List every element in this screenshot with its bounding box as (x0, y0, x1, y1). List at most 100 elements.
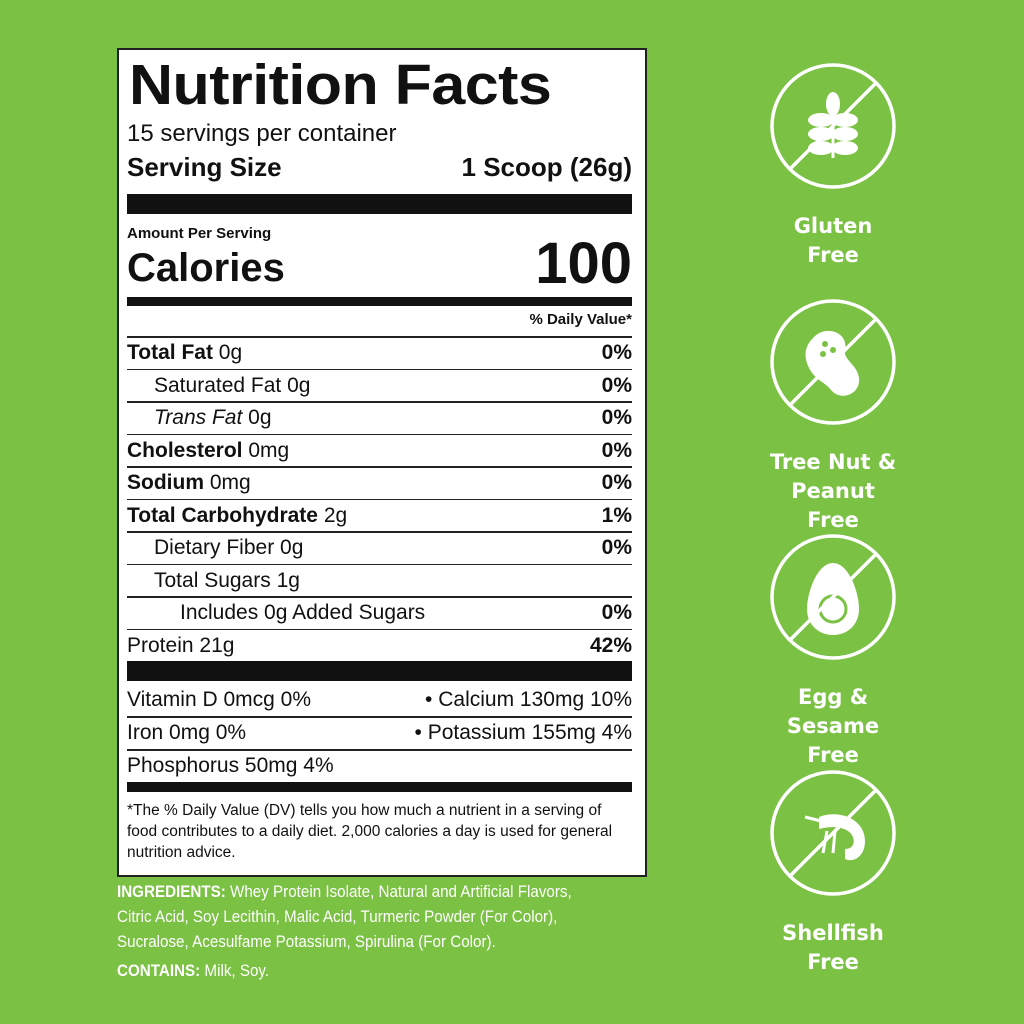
calories-value: 100 (535, 231, 632, 296)
nutrient-amount: 0g (287, 373, 311, 397)
nutrient-label: Trans Fat (154, 406, 243, 429)
thick-divider (127, 194, 632, 214)
nutrient-label: Dietary Fiber (154, 536, 275, 559)
nutrient-label: Sodium (127, 471, 204, 494)
nutrient-name: Dietary Fiber 0g (127, 536, 303, 560)
nutrient-daily-value: 0% (601, 406, 632, 429)
nutrient-label: Protein (127, 633, 194, 657)
nutrient-row: Saturated Fat 0g 0% (127, 370, 632, 402)
micronutrient-left: Phosphorus 50mg 4% (127, 754, 334, 777)
nutrient-amount: 0mg (209, 471, 251, 494)
badge-label-line: Tree Nut & (769, 450, 897, 474)
egg-icon (770, 534, 896, 660)
badge-label-line: Gluten (793, 214, 873, 238)
servings-per-container: 15 servings per container (127, 120, 397, 147)
shrimp-icon (770, 770, 896, 896)
micronutrient-left: Iron 0mg 0% (127, 721, 247, 744)
nutrition-facts-label: Nutrition Facts 15 servings per containe… (117, 48, 647, 877)
row-divider (127, 401, 632, 403)
micronutrient-row: Vitamin D 0mcg 0% • Calcium 130mg 10% (127, 684, 632, 716)
nutrient-daily-value: 1% (601, 503, 632, 527)
row-divider (127, 716, 632, 718)
row-divider (127, 563, 632, 565)
allergen-badge: Gluten Free (763, 62, 903, 270)
badge-label-line: Free (807, 950, 859, 974)
nutrient-name: Total Sugars 1g (127, 569, 300, 593)
allergen-badge: Shellfish Free (763, 769, 903, 977)
nutrient-daily-value: 0% (601, 601, 632, 624)
nutrient-row: Total Fat 0g 0% (127, 337, 632, 369)
badge-label: Egg & Sesame Free (763, 683, 903, 770)
nutrient-name: Trans Fat 0g (127, 406, 272, 430)
contains-label: CONTAINS: (117, 962, 201, 980)
nutrient-label: Total Carbohydrate (127, 503, 318, 527)
allergen-badge: Egg & Sesame Free (763, 533, 903, 770)
nutrient-daily-value: 42% (589, 633, 632, 657)
row-divider (127, 336, 632, 338)
badge-label: Gluten Free (763, 212, 903, 270)
daily-value-header: % Daily Value* (529, 311, 632, 328)
serving-size-label: Serving Size (127, 152, 282, 182)
amount-per-serving: Amount Per Serving (127, 225, 272, 242)
ingredients-text: Whey Protein Isolate, Natural and Artifi… (117, 883, 572, 951)
micronutrient-row: Phosphorus 50mg 4% (127, 750, 632, 782)
nutrient-name: Sodium 0mg (127, 471, 251, 495)
badge-label-line: Free (807, 243, 859, 267)
nutrient-amount: 2g (323, 503, 348, 527)
allergen-badge: Tree Nut & Peanut Free (763, 298, 903, 535)
micronutrient-right: • Calcium 130mg 10% (425, 688, 632, 711)
nutrient-row: Sodium 0mg 0% (127, 467, 632, 499)
row-divider (127, 531, 632, 533)
nutrient-name: Total Fat 0g (127, 341, 242, 365)
nutrient-name: Cholesterol 0mg (127, 439, 289, 463)
row-divider (127, 368, 632, 370)
row-divider (127, 749, 632, 751)
nutrient-name: Protein 21g (127, 634, 234, 658)
micronutrient-right: • Potassium 155mg 4% (414, 721, 632, 744)
row-divider (127, 596, 632, 598)
nutrient-daily-value: 0% (601, 438, 632, 462)
row-divider (127, 466, 632, 468)
badge-label-line: Egg & (797, 685, 869, 709)
nutrient-amount: 1g (276, 568, 300, 592)
nutrient-daily-value: 0% (601, 471, 632, 494)
thick-divider (127, 661, 632, 681)
calories-label: Calories (127, 246, 285, 290)
row-divider (127, 433, 632, 435)
row-divider (127, 498, 632, 500)
nutrient-amount: 0mg (248, 438, 290, 462)
nutrient-row: Total Carbohydrate 2g 1% (127, 500, 632, 532)
nutrient-amount: 0g (248, 406, 272, 429)
serving-size: Serving Size 1 Scoop (26g) (127, 152, 632, 183)
nutrient-daily-value: 0% (601, 341, 632, 364)
nutrient-row: Total Sugars 1g (127, 565, 632, 597)
nutrient-name: Saturated Fat 0g (127, 374, 310, 398)
micronutrient-row: Iron 0mg 0% • Potassium 155mg 4% (127, 717, 632, 749)
nutrient-label: Saturated Fat (154, 373, 282, 397)
nutrient-name: Total Carbohydrate 2g (127, 504, 347, 528)
serving-size-value: 1 Scoop (26g) (461, 152, 632, 182)
nutrient-amount: 0g (280, 536, 304, 559)
row-divider (127, 628, 632, 630)
peanut-icon (770, 299, 896, 425)
nutrient-label: Total Sugars (154, 568, 271, 592)
badge-label-line: Peanut Free (791, 479, 875, 532)
nutrient-row: Protein 21g 42% (127, 630, 632, 662)
wheat-icon (770, 63, 896, 189)
micronutrient-left: Vitamin D 0mcg 0% (127, 688, 312, 711)
badge-label-line: Sesame Free (786, 714, 880, 767)
footnote: *The % Daily Value (DV) tells you how mu… (127, 802, 613, 861)
nutrient-amount: 0g (218, 341, 243, 364)
nutrient-name: Includes 0g Added Sugars (127, 601, 425, 625)
medium-divider (127, 782, 632, 792)
medium-divider (127, 297, 632, 306)
ingredients: INGREDIENTS: Whey Protein Isolate, Natur… (117, 880, 595, 984)
ingredients-label: INGREDIENTS: (117, 883, 226, 901)
nutrient-row: Cholesterol 0mg 0% (127, 435, 632, 467)
badge-label: Tree Nut & Peanut Free (763, 448, 903, 535)
badge-label: Shellfish Free (763, 919, 903, 977)
nutrient-label: Total Fat (127, 341, 213, 364)
badge-label-line: Shellfish (782, 921, 884, 945)
nutrient-row: Dietary Fiber 0g 0% (127, 532, 632, 564)
nutrient-label: Cholesterol (127, 438, 243, 462)
